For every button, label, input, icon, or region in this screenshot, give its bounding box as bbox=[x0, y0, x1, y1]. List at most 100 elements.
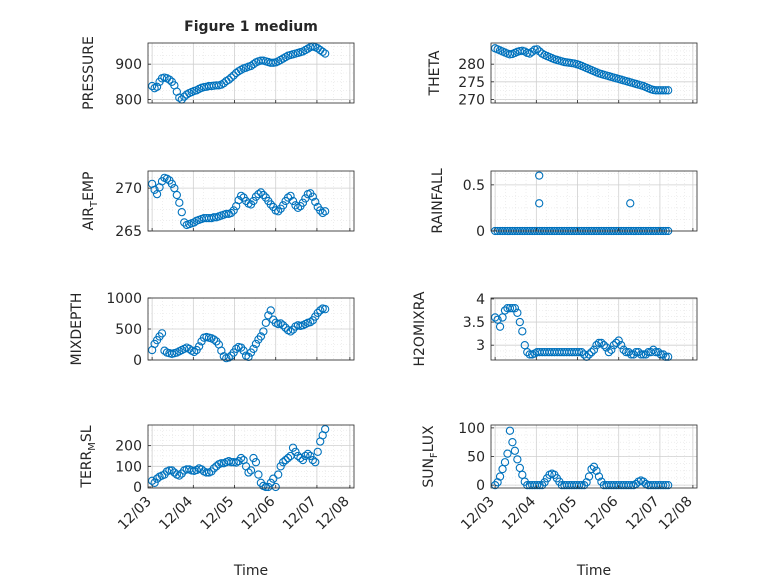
y-tick-label: 100 bbox=[115, 459, 142, 475]
data-point bbox=[308, 455, 317, 465]
data-point bbox=[532, 45, 542, 54]
y-tick-label: 0 bbox=[476, 224, 485, 240]
axes-box bbox=[490, 297, 698, 361]
data-point bbox=[212, 81, 221, 90]
data-point bbox=[651, 347, 660, 357]
data-point bbox=[251, 339, 261, 349]
data-point bbox=[575, 347, 584, 357]
data-point bbox=[321, 424, 330, 434]
data-point bbox=[249, 60, 258, 69]
data-point bbox=[249, 344, 258, 353]
data-point bbox=[209, 464, 219, 473]
data-point bbox=[150, 185, 159, 195]
data-point bbox=[626, 480, 636, 490]
data-point bbox=[594, 338, 604, 348]
data-point bbox=[175, 471, 184, 480]
data-point bbox=[283, 453, 293, 463]
x-axis-label-left: Time bbox=[233, 563, 268, 579]
data-point bbox=[222, 209, 231, 219]
plot-area bbox=[148, 425, 354, 488]
data-point bbox=[165, 75, 174, 84]
y-tick-label: 270 bbox=[115, 181, 142, 197]
data-point bbox=[607, 345, 616, 354]
y-tick-label: 800 bbox=[115, 92, 142, 108]
data-point bbox=[301, 451, 310, 461]
data-point bbox=[296, 453, 305, 463]
data-point bbox=[266, 306, 275, 315]
data-point bbox=[157, 329, 167, 338]
data-point bbox=[518, 327, 527, 336]
data-point bbox=[513, 308, 522, 317]
data-point bbox=[513, 455, 522, 464]
data-point bbox=[659, 86, 668, 95]
figure-title: Figure 1 medium bbox=[184, 19, 318, 35]
subplot-mixdepth: 0 500 1000 MIXDEPTH bbox=[69, 291, 355, 369]
data-point bbox=[584, 350, 594, 359]
data-point bbox=[303, 449, 313, 459]
y-axis-label: THETA bbox=[427, 50, 443, 96]
data-point bbox=[572, 347, 581, 357]
data-point bbox=[577, 347, 586, 357]
y-tick-label: 3 bbox=[476, 338, 485, 354]
data-point bbox=[641, 350, 651, 359]
data-point bbox=[298, 198, 308, 207]
data-point bbox=[152, 82, 162, 91]
data-point bbox=[177, 207, 186, 217]
data-point bbox=[286, 327, 295, 336]
data-point bbox=[634, 347, 643, 357]
data-point bbox=[251, 458, 261, 467]
data-point bbox=[288, 196, 298, 206]
data-point bbox=[602, 343, 611, 352]
data-point bbox=[661, 86, 670, 95]
data-point bbox=[281, 455, 290, 465]
data-point bbox=[579, 350, 589, 359]
data-point bbox=[495, 472, 505, 481]
data-point bbox=[587, 347, 596, 357]
data-point bbox=[313, 308, 322, 318]
data-point bbox=[269, 474, 278, 483]
y-axis-label: MIXDEPTH bbox=[69, 293, 85, 366]
y-tick-label: 900 bbox=[115, 57, 142, 73]
data-point bbox=[209, 335, 219, 344]
data-point bbox=[147, 81, 157, 91]
y-tick-label: 1000 bbox=[106, 291, 142, 307]
data-point bbox=[626, 199, 635, 208]
data-point bbox=[654, 347, 663, 357]
data-point bbox=[617, 341, 626, 350]
y-tick-label: 0 bbox=[133, 480, 142, 496]
data-point bbox=[259, 190, 268, 200]
data-point bbox=[229, 71, 238, 80]
data-point bbox=[664, 480, 673, 490]
data-point bbox=[537, 480, 547, 490]
data-point bbox=[172, 190, 181, 200]
data-point bbox=[318, 208, 327, 218]
data-point bbox=[244, 468, 253, 477]
y-axis-label: SUNFLUX bbox=[421, 425, 440, 488]
data-point bbox=[500, 306, 510, 315]
data-point bbox=[256, 332, 266, 341]
y-tick-label: 0 bbox=[476, 478, 485, 494]
data-point bbox=[313, 447, 322, 457]
data-point bbox=[510, 446, 520, 455]
data-point bbox=[508, 304, 517, 313]
data-point bbox=[256, 188, 266, 197]
y-tick-label: 50 bbox=[467, 450, 485, 466]
data-point bbox=[261, 482, 270, 492]
data-point bbox=[664, 86, 673, 95]
data-point bbox=[575, 480, 584, 490]
subplot-h2omixra: 3 3.5 4 H2OMIXRA bbox=[412, 291, 698, 367]
data-point bbox=[167, 466, 177, 475]
data-point bbox=[311, 197, 320, 207]
y-tick-label: 0.5 bbox=[463, 178, 485, 194]
data-point bbox=[175, 93, 184, 102]
data-point bbox=[217, 459, 226, 468]
data-point bbox=[589, 345, 599, 354]
y-tick-label: 280 bbox=[458, 57, 485, 73]
y-tick-label: 200 bbox=[115, 439, 142, 455]
data-point bbox=[251, 192, 261, 201]
data-point bbox=[321, 49, 330, 58]
data-point bbox=[614, 336, 623, 345]
data-point bbox=[274, 470, 283, 479]
